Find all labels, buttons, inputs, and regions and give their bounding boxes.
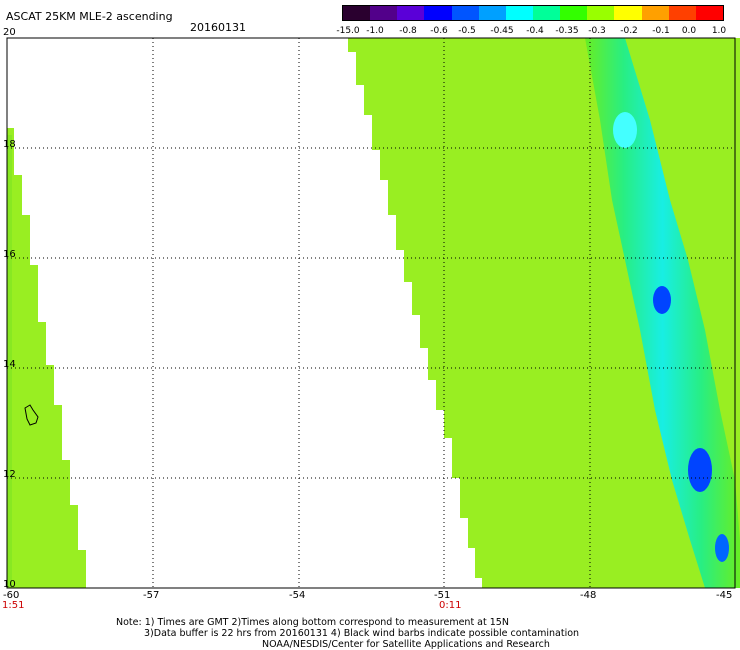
lat-label: 18: [3, 139, 16, 150]
colorbar-segment: [478, 6, 506, 20]
colorbar-label: -0.35: [555, 26, 579, 36]
left-swath: [7, 128, 86, 588]
blue-core-3: [715, 534, 729, 562]
colorbar-segment: [614, 6, 642, 20]
colorbar-segment: [397, 6, 425, 20]
colorbar-label: -0.6: [430, 26, 448, 36]
colorbar-segment: [424, 6, 452, 20]
lon-label: -57: [143, 590, 160, 601]
colorbar-segment: [668, 6, 696, 20]
lon-label: -54: [289, 590, 306, 601]
colorbar-label: -15.0: [336, 26, 360, 36]
colorbar-label: -0.2: [620, 26, 638, 36]
colorbar-segment: [370, 6, 398, 20]
colorbar-segment: [505, 6, 533, 20]
colorbar-label: 1.0: [711, 26, 727, 36]
colorbar-label: -0.45: [490, 26, 514, 36]
colorbar-segment: [532, 6, 561, 20]
colorbar-segment: [451, 6, 479, 20]
island-outline: [24, 404, 39, 426]
lat-label: 12: [3, 469, 16, 480]
colorbar-segment: [695, 6, 723, 20]
lon-label: -51: [434, 590, 451, 601]
footnote-line-3: NOAA/NESDIS/Center for Satellite Applica…: [262, 639, 550, 650]
time-label: 0:11: [439, 600, 462, 611]
plot-frame: [6, 37, 736, 589]
colorbar-label: -0.3: [588, 26, 606, 36]
lon-label: -48: [580, 590, 597, 601]
product-date: 20160131: [190, 21, 246, 34]
lon-label: -45: [716, 590, 733, 601]
colorbar-segment: [560, 6, 588, 20]
colorbar-segment: [343, 6, 371, 20]
product-title: ASCAT 25KM MLE-2 ascending: [6, 10, 173, 23]
footnote-line-1: Note: 1) Times are GMT 2)Times along bot…: [116, 617, 509, 628]
grid-lines: [7, 38, 735, 588]
lat-label: 20: [3, 27, 16, 38]
colorbar-label: -0.5: [458, 26, 476, 36]
colorbar: [342, 5, 724, 21]
colorbar-segment: [587, 6, 615, 20]
colorbar-label: 0.0: [681, 26, 697, 36]
lat-label: 16: [3, 249, 16, 260]
lat-label: 10: [3, 579, 16, 590]
colorbar-label: -0.4: [526, 26, 544, 36]
colorbar-label: -1.0: [366, 26, 384, 36]
colorbar-label: -0.1: [652, 26, 670, 36]
blue-core-1: [653, 286, 671, 314]
colorbar-segment: [641, 6, 669, 20]
lon-label: -60: [3, 590, 20, 601]
blue-core-2: [688, 448, 712, 492]
time-label: 1:51: [2, 600, 25, 611]
colorbar-label: -0.8: [399, 26, 417, 36]
footnote-line-2: 3)Data buffer is 22 hrs from 20160131 4)…: [144, 628, 580, 639]
cyan-core-top: [613, 112, 637, 148]
lat-label: 14: [3, 359, 16, 370]
left-swath-shade: [7, 135, 12, 588]
